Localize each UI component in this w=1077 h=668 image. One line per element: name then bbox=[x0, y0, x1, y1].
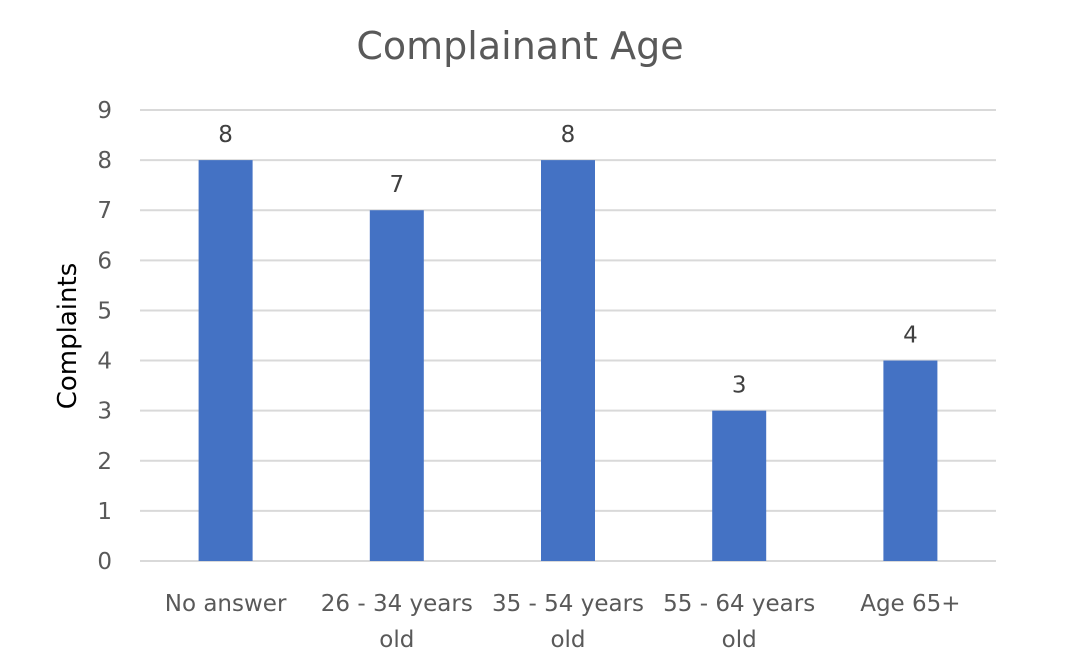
y-tick-label: 2 bbox=[97, 449, 112, 475]
data-labels: 8 7 8 3 4 bbox=[218, 122, 917, 399]
x-category-label: old bbox=[550, 627, 585, 653]
x-category-label: 26 - 34 years bbox=[321, 591, 473, 617]
bar bbox=[712, 410, 767, 561]
y-axis-ticks: 0 1 2 3 4 5 6 7 8 9 bbox=[97, 98, 112, 575]
y-tick-label: 1 bbox=[97, 499, 112, 525]
data-label: 4 bbox=[903, 323, 918, 349]
bar bbox=[541, 160, 595, 561]
data-label: 8 bbox=[561, 122, 576, 148]
y-tick-label: 0 bbox=[97, 549, 112, 575]
y-tick-label: 4 bbox=[97, 349, 112, 375]
x-category-label: Age 65+ bbox=[860, 591, 960, 617]
x-category-label: 55 - 64 years bbox=[663, 591, 815, 617]
x-category-label: old bbox=[722, 627, 757, 653]
y-axis-title: Complaints bbox=[53, 263, 83, 410]
chart-title: Complainant Age bbox=[356, 24, 683, 68]
bars bbox=[198, 160, 938, 561]
bar bbox=[883, 360, 938, 561]
y-tick-label: 9 bbox=[97, 98, 112, 124]
y-tick-label: 8 bbox=[97, 148, 112, 174]
data-label: 3 bbox=[732, 373, 747, 399]
y-tick-label: 6 bbox=[97, 248, 112, 274]
bar bbox=[369, 210, 424, 561]
bar bbox=[198, 160, 253, 561]
y-tick-label: 3 bbox=[97, 399, 112, 425]
x-category-label: old bbox=[379, 627, 414, 653]
data-label: 8 bbox=[218, 122, 233, 148]
y-tick-label: 5 bbox=[97, 298, 112, 324]
x-category-label: No answer bbox=[165, 591, 287, 617]
y-tick-label: 7 bbox=[97, 198, 112, 224]
data-label: 7 bbox=[389, 172, 404, 198]
x-axis-categories: No answer 26 - 34 years old 35 - 54 years ol… bbox=[165, 591, 961, 653]
x-category-label: 35 - 54 years bbox=[492, 591, 644, 617]
